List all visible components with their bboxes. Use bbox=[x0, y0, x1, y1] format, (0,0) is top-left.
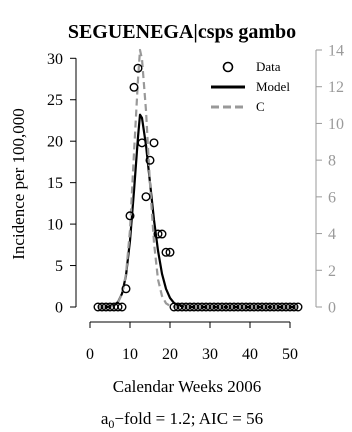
chart-title: SEGUENEGA|csps gambo bbox=[68, 21, 296, 43]
y2-tick-label: 8 bbox=[328, 153, 336, 170]
data-point bbox=[117, 302, 127, 312]
y2-tick-label: 0 bbox=[328, 300, 336, 317]
series-c-line bbox=[98, 48, 298, 309]
data-point bbox=[121, 284, 131, 294]
x-tick-label: 30 bbox=[202, 346, 218, 363]
y-tick-label: 0 bbox=[55, 300, 63, 317]
y-tick-label: 25 bbox=[47, 92, 63, 109]
y-tick-label: 30 bbox=[47, 51, 63, 68]
legend-label-data: Data bbox=[256, 59, 281, 74]
annotation: a0−fold = 1.2; AIC = 56 bbox=[101, 409, 263, 431]
y-tick-label: 5 bbox=[55, 258, 63, 275]
y2-tick-label: 10 bbox=[328, 116, 344, 133]
data-point bbox=[153, 229, 163, 239]
legend-label-model: Model bbox=[256, 79, 290, 94]
legend-data-marker bbox=[222, 61, 234, 73]
data-point bbox=[293, 302, 303, 312]
plot-area: 0 5 10 15 20 25 30 0 2 4 6 8 10 12 14 0 10 20 30 40 50 bbox=[47, 43, 344, 364]
y-tick-label: 15 bbox=[47, 175, 63, 192]
data-point bbox=[113, 302, 123, 312]
series-model-line bbox=[98, 113, 298, 309]
y2-tick-label: 2 bbox=[328, 263, 336, 280]
x-axis-label: Calendar Weeks 2006 bbox=[113, 377, 261, 396]
y2-tick-label: 12 bbox=[328, 79, 344, 96]
x-tick-label: 20 bbox=[162, 346, 178, 363]
data-point bbox=[149, 138, 159, 148]
data-point bbox=[133, 63, 143, 73]
legend-label-c: C bbox=[256, 99, 265, 114]
data-point bbox=[157, 229, 167, 239]
y2-tick-label: 14 bbox=[328, 43, 344, 60]
data-point bbox=[137, 138, 147, 148]
data-point bbox=[129, 82, 139, 92]
data-point bbox=[289, 302, 299, 312]
y-tick-label: 20 bbox=[47, 134, 63, 151]
data-point bbox=[145, 155, 155, 165]
legend: Data Model C bbox=[211, 59, 290, 114]
x-tick-label: 40 bbox=[242, 346, 258, 363]
data-point bbox=[165, 247, 175, 257]
data-point bbox=[125, 211, 135, 221]
y2-tick-label: 4 bbox=[328, 226, 336, 243]
y-axis-label: Incidence per 100,000 bbox=[9, 108, 28, 260]
y-tick-label: 10 bbox=[47, 217, 63, 234]
x-tick-label: 10 bbox=[122, 346, 138, 363]
data-point bbox=[161, 247, 171, 257]
y2-tick-label: 6 bbox=[328, 189, 336, 206]
x-tick-label: 0 bbox=[86, 346, 94, 363]
data-point bbox=[141, 192, 151, 202]
x-tick-label: 50 bbox=[282, 346, 298, 363]
